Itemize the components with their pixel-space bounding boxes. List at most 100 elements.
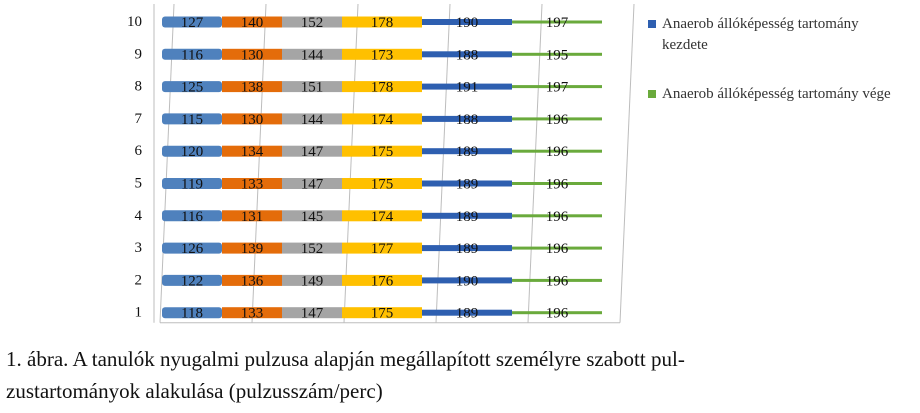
data-label-4-2: 145 — [301, 209, 324, 225]
data-label-5-2: 147 — [301, 177, 324, 193]
bar-segment-8-0 — [162, 81, 222, 93]
bar-segment-3-4 — [422, 245, 512, 252]
bar-segment-7-1 — [222, 113, 282, 125]
bar-segment-5-0 — [162, 178, 222, 189]
data-label-7-0: 115 — [181, 112, 203, 128]
data-label-1-4: 189 — [456, 306, 479, 322]
data-label-9-3: 173 — [371, 47, 394, 63]
bar-segment-1-4 — [422, 309, 512, 316]
legend-item-anaerob-start: Anaerob állóképesség tartomány kezdete — [648, 14, 908, 56]
data-label-2-5: 196 — [546, 273, 569, 289]
bar-segment-4-3 — [342, 210, 422, 222]
bar-segment-9-4 — [422, 51, 512, 58]
legend-label-anaerob-end: Anaerob állóképesség tartomány vége — [662, 86, 891, 102]
bar-segment-5-3 — [342, 178, 422, 189]
bar-segment-1-2 — [282, 307, 342, 319]
data-label-6-3: 175 — [371, 144, 394, 160]
data-label-5-4: 189 — [456, 177, 479, 193]
bar-segment-6-1 — [222, 145, 282, 157]
bar-segment-3-5 — [512, 246, 602, 250]
bar-segment-8-3 — [342, 81, 422, 93]
data-label-8-4: 191 — [456, 80, 479, 96]
bar-segment-3-3 — [342, 242, 422, 254]
chart-legend: Anaerob állóképesség tartomány kezdete A… — [648, 14, 908, 133]
bar-segment-4-0 — [162, 210, 222, 222]
bar-segment-7-5 — [512, 117, 602, 121]
data-label-8-5: 197 — [546, 80, 569, 96]
bar-segment-2-0 — [162, 274, 222, 286]
bar-segment-2-5 — [512, 278, 602, 282]
bar-segment-10-0 — [162, 16, 222, 28]
bar-segment-7-3 — [342, 113, 422, 125]
data-label-3-3: 177 — [371, 241, 394, 257]
figure-caption: 1. ábra. A tanulók nyugalmi pulzusa alap… — [6, 343, 918, 407]
data-label-9-1: 130 — [241, 47, 264, 63]
data-label-9-5: 195 — [546, 47, 569, 63]
data-label-1-3: 175 — [371, 306, 394, 322]
bar-segment-9-5 — [512, 52, 602, 56]
bar-segment-5-1 — [222, 178, 282, 189]
bar-segment-2-2 — [282, 274, 342, 286]
data-label-3-2: 152 — [301, 241, 324, 257]
data-label-1-2: 147 — [301, 306, 324, 322]
data-label-9-2: 144 — [301, 47, 324, 63]
data-label-10-3: 178 — [371, 15, 394, 31]
data-label-1-0: 118 — [181, 306, 203, 322]
data-label-5-5: 196 — [546, 177, 569, 193]
bar-segment-6-2 — [282, 145, 342, 157]
data-label-4-0: 116 — [181, 209, 203, 225]
bar-segment-4-1 — [222, 210, 282, 222]
bar-segment-10-4 — [422, 19, 512, 25]
bar-segment-3-0 — [162, 242, 222, 254]
data-label-2-4: 190 — [456, 273, 479, 289]
bar-segment-2-1 — [222, 274, 282, 286]
data-label-2-1: 136 — [241, 273, 264, 289]
bar-segment-7-2 — [282, 113, 342, 125]
gridline-5 — [619, 3, 635, 323]
bar-segment-5-2 — [282, 178, 342, 189]
gridline-4 — [527, 3, 543, 323]
bar-segment-10-1 — [222, 16, 282, 28]
category-label-6: 6 — [135, 143, 143, 159]
bar-segment-10-2 — [282, 16, 342, 28]
bar-segment-9-3 — [342, 48, 422, 60]
category-label-8: 8 — [135, 79, 143, 95]
data-label-7-3: 174 — [371, 112, 394, 128]
data-label-1-1: 133 — [241, 306, 264, 322]
data-label-8-2: 151 — [301, 80, 324, 96]
legend-swatch-green — [648, 90, 656, 98]
data-label-10-5: 197 — [546, 15, 569, 31]
data-label-3-5: 196 — [546, 241, 569, 257]
bar-segment-9-0 — [162, 48, 222, 60]
stacked-bar-chart: 1 118 133 147 175 189 196 2 122 136 149 176 190 196 3 1… — [127, 3, 635, 324]
data-label-4-1: 131 — [241, 209, 264, 225]
data-label-2-2: 149 — [301, 273, 324, 289]
data-label-1-5: 196 — [546, 306, 569, 322]
bar-segment-8-1 — [222, 81, 282, 93]
category-label-4: 4 — [135, 208, 143, 224]
data-label-6-0: 120 — [181, 144, 204, 160]
data-label-2-0: 122 — [181, 273, 204, 289]
category-label-10: 10 — [127, 14, 142, 30]
data-label-6-1: 134 — [241, 144, 264, 160]
category-label-1: 1 — [135, 305, 143, 321]
legend-swatch-blue — [648, 20, 656, 28]
bar-segment-6-0 — [162, 145, 222, 157]
bar-segment-4-4 — [422, 212, 512, 219]
data-label-5-0: 119 — [181, 177, 203, 193]
bar-segment-1-5 — [512, 311, 602, 315]
data-label-4-3: 174 — [371, 209, 394, 225]
category-label-3: 3 — [135, 240, 143, 256]
bar-segment-6-5 — [512, 149, 602, 153]
data-label-7-2: 144 — [301, 112, 324, 128]
data-label-4-4: 189 — [456, 209, 479, 225]
legend-label-anaerob-start: Anaerob állóképesség tartomány kezdete — [662, 16, 859, 53]
bar-segment-10-3 — [342, 16, 422, 28]
data-label-10-4: 190 — [456, 15, 479, 31]
bar-segment-1-1 — [222, 307, 282, 319]
bar-segment-1-3 — [342, 307, 422, 319]
data-label-10-1: 140 — [241, 15, 264, 31]
caption-line-2: zustartományok alakulása (pulzusszám/per… — [6, 379, 383, 403]
data-label-3-4: 189 — [456, 241, 479, 257]
bar-segment-2-4 — [422, 277, 512, 284]
